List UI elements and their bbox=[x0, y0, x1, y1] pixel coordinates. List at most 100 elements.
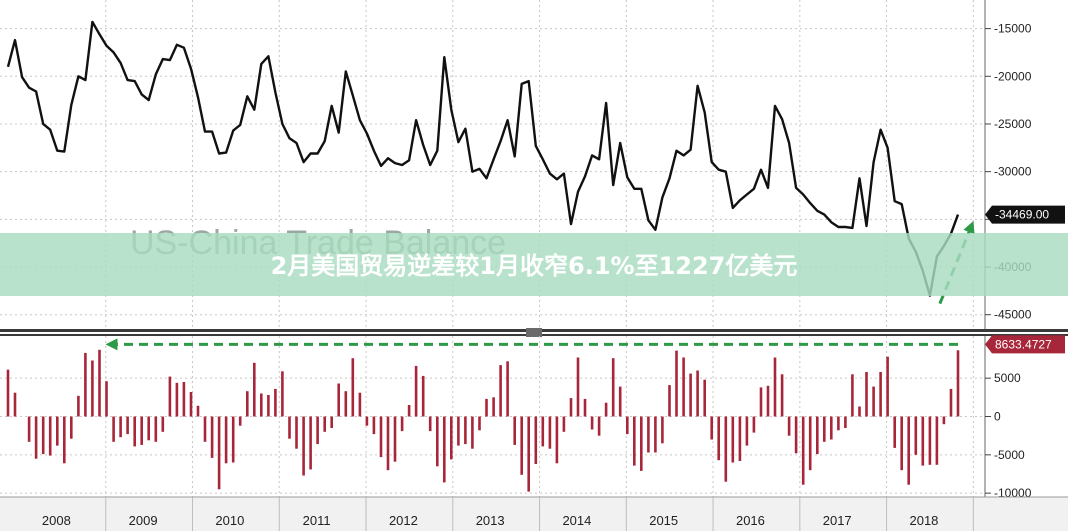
change-bar bbox=[365, 416, 369, 426]
change-bar bbox=[485, 398, 488, 417]
x-tick-label: 2012 bbox=[389, 513, 418, 528]
change-bar bbox=[288, 416, 291, 439]
change-bar bbox=[717, 416, 720, 461]
change-bar bbox=[935, 416, 939, 465]
change-bar bbox=[105, 381, 108, 417]
change-bar bbox=[63, 416, 66, 464]
change-bar bbox=[520, 416, 523, 475]
change-bar bbox=[147, 416, 150, 441]
change-bar bbox=[689, 373, 692, 417]
change-bar bbox=[400, 416, 404, 432]
change-bar bbox=[576, 357, 580, 417]
change-bar bbox=[745, 416, 749, 446]
change-bar bbox=[562, 416, 566, 432]
trade-balance-line bbox=[6, 20, 960, 297]
change-bar bbox=[281, 371, 284, 417]
change-bar bbox=[231, 416, 235, 463]
change-bar bbox=[175, 382, 179, 417]
change-bar bbox=[816, 416, 819, 455]
change-bar bbox=[414, 365, 418, 417]
change-bar bbox=[548, 416, 552, 449]
last-value-badge: -34469.00 bbox=[985, 205, 1065, 224]
reference-arrow-head bbox=[105, 338, 118, 351]
change-bar bbox=[246, 391, 249, 417]
x-tick-label: 2013 bbox=[476, 513, 505, 528]
top-y-tick-label: -45000 bbox=[994, 308, 1032, 322]
change-bar bbox=[703, 379, 706, 417]
change-bar bbox=[738, 416, 742, 461]
change-bar bbox=[70, 416, 73, 439]
change-bar bbox=[274, 388, 277, 417]
change-bar bbox=[661, 416, 664, 444]
change-bar bbox=[506, 361, 509, 417]
change-bar bbox=[84, 352, 87, 417]
change-bar bbox=[41, 416, 45, 455]
change-bar bbox=[393, 416, 397, 462]
change-bar bbox=[196, 405, 200, 417]
change-bar bbox=[492, 397, 495, 417]
bar-last-value-badge: 8633.4727 bbox=[985, 335, 1065, 354]
change-bar bbox=[13, 392, 17, 417]
change-bar bbox=[161, 416, 165, 432]
change-bar bbox=[344, 391, 348, 417]
top-y-tick-label: -20000 bbox=[994, 69, 1032, 83]
change-bar bbox=[499, 365, 502, 417]
change-bar bbox=[541, 416, 545, 447]
change-bar bbox=[98, 349, 101, 417]
panel-splitter-handle[interactable] bbox=[526, 328, 542, 337]
top-y-tick-label: -30000 bbox=[994, 165, 1032, 179]
change-bar bbox=[478, 416, 481, 431]
change-bar bbox=[471, 416, 474, 449]
change-bar bbox=[647, 416, 650, 453]
headline-text: 2月美国贸易逆差较1月收窄6.1%至1227亿美元 bbox=[271, 252, 798, 280]
x-tick-label: 2011 bbox=[303, 513, 331, 528]
x-tick-label: 2010 bbox=[215, 513, 244, 528]
change-bar bbox=[34, 416, 38, 459]
change-bar bbox=[238, 416, 242, 426]
change-bar bbox=[696, 370, 699, 417]
bottom-y-tick-label: -5000 bbox=[994, 448, 1025, 462]
change-bar bbox=[527, 416, 530, 492]
change-bar bbox=[443, 416, 446, 483]
change-bar bbox=[633, 416, 636, 466]
change-bar bbox=[337, 383, 340, 417]
change-bar bbox=[759, 387, 763, 417]
change-bar bbox=[618, 386, 622, 417]
change-bar bbox=[309, 416, 312, 470]
x-tick-label: 2017 bbox=[823, 513, 852, 528]
change-bar bbox=[457, 416, 460, 446]
change-bar bbox=[126, 416, 129, 435]
change-bar bbox=[942, 416, 946, 425]
x-tick-label: 2018 bbox=[909, 513, 938, 528]
rebound-arrow-head bbox=[963, 220, 975, 235]
x-axis-band bbox=[0, 497, 1068, 531]
change-bar bbox=[267, 395, 270, 417]
change-bar bbox=[555, 416, 559, 464]
change-bar bbox=[956, 350, 960, 417]
bottom-y-tick-label: 0 bbox=[994, 410, 1001, 424]
change-bar bbox=[893, 416, 896, 448]
change-bar bbox=[513, 416, 516, 445]
change-bar bbox=[48, 416, 52, 456]
change-bar bbox=[787, 416, 791, 436]
change-bar bbox=[710, 416, 713, 440]
x-tick-label: 2009 bbox=[129, 513, 158, 528]
change-bar bbox=[604, 402, 608, 417]
bar-last-value-label: 8633.4727 bbox=[995, 337, 1052, 351]
change-bar bbox=[77, 395, 80, 417]
change-bar bbox=[260, 393, 263, 417]
change-bar bbox=[450, 416, 453, 460]
change-bar bbox=[794, 416, 798, 454]
change-bar bbox=[224, 416, 228, 464]
last-value-badge-background bbox=[985, 205, 1065, 224]
x-axis-ticks: 2008 2009 2010 2011 2012 2013 2014 2015 2016 2017… bbox=[42, 497, 974, 531]
change-bar bbox=[407, 405, 411, 417]
last-value-label: -34469.00 bbox=[995, 208, 1049, 222]
change-bar bbox=[27, 416, 31, 442]
change-bar bbox=[534, 416, 538, 464]
change-bar bbox=[654, 416, 657, 453]
change-bar bbox=[731, 416, 735, 463]
